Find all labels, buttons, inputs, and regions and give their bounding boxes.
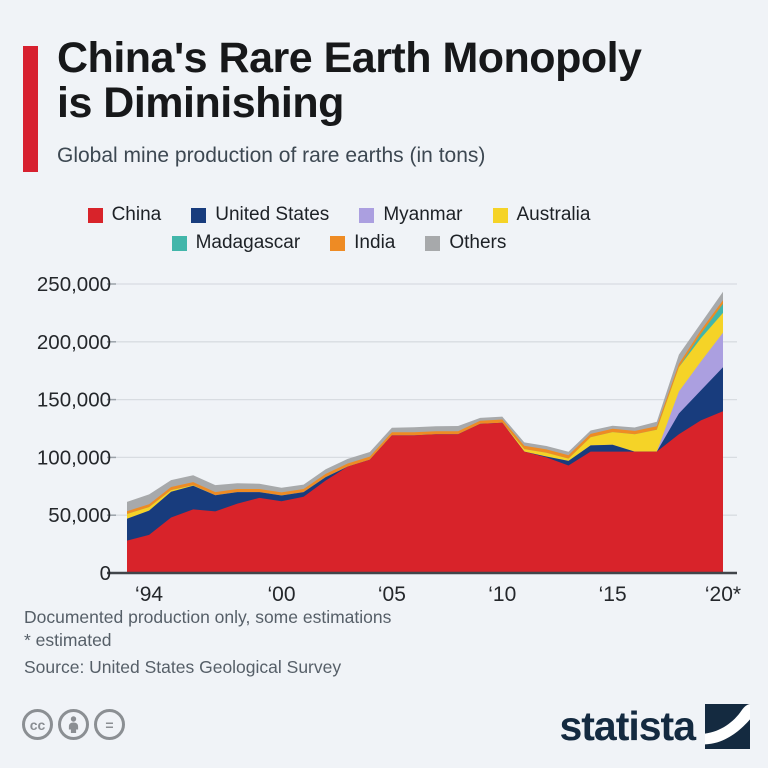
united-states-swatch bbox=[191, 207, 207, 223]
footnote-line-2: * estimated bbox=[24, 630, 112, 650]
y-tick-label: 0 bbox=[100, 562, 111, 585]
legend-item-madagascar: Madagascar bbox=[171, 232, 301, 254]
x-tick-label: ‘10 bbox=[488, 583, 516, 606]
legend-item-united-states: United States bbox=[191, 204, 329, 226]
madagascar-swatch bbox=[171, 235, 187, 251]
legend-row-1: China United States Myanmar Australia bbox=[87, 204, 591, 226]
area-china bbox=[127, 411, 723, 573]
chart-subtitle: Global mine production of rare earths (i… bbox=[57, 144, 486, 167]
china-swatch bbox=[87, 207, 103, 223]
equals-glyph: = bbox=[105, 716, 114, 733]
y-tick-label: 150,000 bbox=[37, 389, 111, 412]
legend-label: Others bbox=[449, 232, 507, 253]
x-tick-label: ‘05 bbox=[378, 583, 406, 606]
australia-swatch bbox=[492, 207, 508, 223]
legend-label: Myanmar bbox=[383, 204, 463, 225]
stacked-area-chart: 0 50,000 100,000 150,000 200,000 250,000 ‘94 ‘0… bbox=[37, 273, 741, 606]
legend-item-india: India bbox=[330, 232, 395, 254]
legend-item-australia: Australia bbox=[492, 204, 591, 226]
page-title: China's Rare Earth Monopoly is Diminishi… bbox=[57, 34, 642, 127]
legend-label: China bbox=[111, 204, 162, 225]
x-tick-label: ‘00 bbox=[268, 583, 296, 606]
statista-wordmark: statista bbox=[559, 703, 696, 749]
legend-item-myanmar: Myanmar bbox=[359, 204, 463, 226]
y-tick-label: 200,000 bbox=[37, 331, 111, 354]
x-tick-label: ‘94 bbox=[135, 583, 163, 606]
legend-label: India bbox=[354, 232, 396, 253]
title-line-1: China's Rare Earth Monopoly bbox=[57, 34, 642, 82]
chart-legend: China United States Myanmar Australia Ma… bbox=[0, 204, 768, 254]
person-glyph bbox=[68, 716, 79, 733]
statista-logo-icon bbox=[705, 704, 750, 749]
india-swatch bbox=[330, 235, 346, 251]
y-tick-label: 250,000 bbox=[37, 273, 111, 296]
others-swatch bbox=[425, 235, 441, 251]
y-tick-label: 100,000 bbox=[37, 446, 111, 469]
cc-by-person-icon bbox=[58, 709, 89, 740]
source-line: Source: United States Geological Survey bbox=[24, 657, 342, 677]
cc-icon: cc bbox=[22, 709, 53, 740]
legend-label: United States bbox=[215, 204, 330, 225]
legend-label: Madagascar bbox=[195, 232, 301, 253]
y-tick-label: 50,000 bbox=[48, 504, 111, 527]
title-line-2: is Diminishing bbox=[57, 79, 344, 127]
footnotes: Documented production only, some estimat… bbox=[24, 606, 391, 679]
statista-branding: statista bbox=[559, 703, 750, 750]
legend-label: Australia bbox=[516, 204, 591, 225]
legend-row-2: Madagascar India Others bbox=[171, 232, 506, 254]
footnote-line-1: Documented production only, some estimat… bbox=[24, 607, 392, 627]
license-icons: cc = bbox=[22, 709, 125, 740]
legend-item-china: China bbox=[87, 204, 162, 226]
myanmar-swatch bbox=[359, 207, 375, 223]
cc-glyph: cc bbox=[29, 716, 46, 733]
title-accent-bar bbox=[23, 46, 38, 172]
x-tick-label: ‘15 bbox=[599, 583, 627, 606]
legend-item-others: Others bbox=[425, 232, 506, 254]
x-tick-label: ‘20* bbox=[705, 583, 741, 606]
cc-nd-equals-icon: = bbox=[94, 709, 125, 740]
